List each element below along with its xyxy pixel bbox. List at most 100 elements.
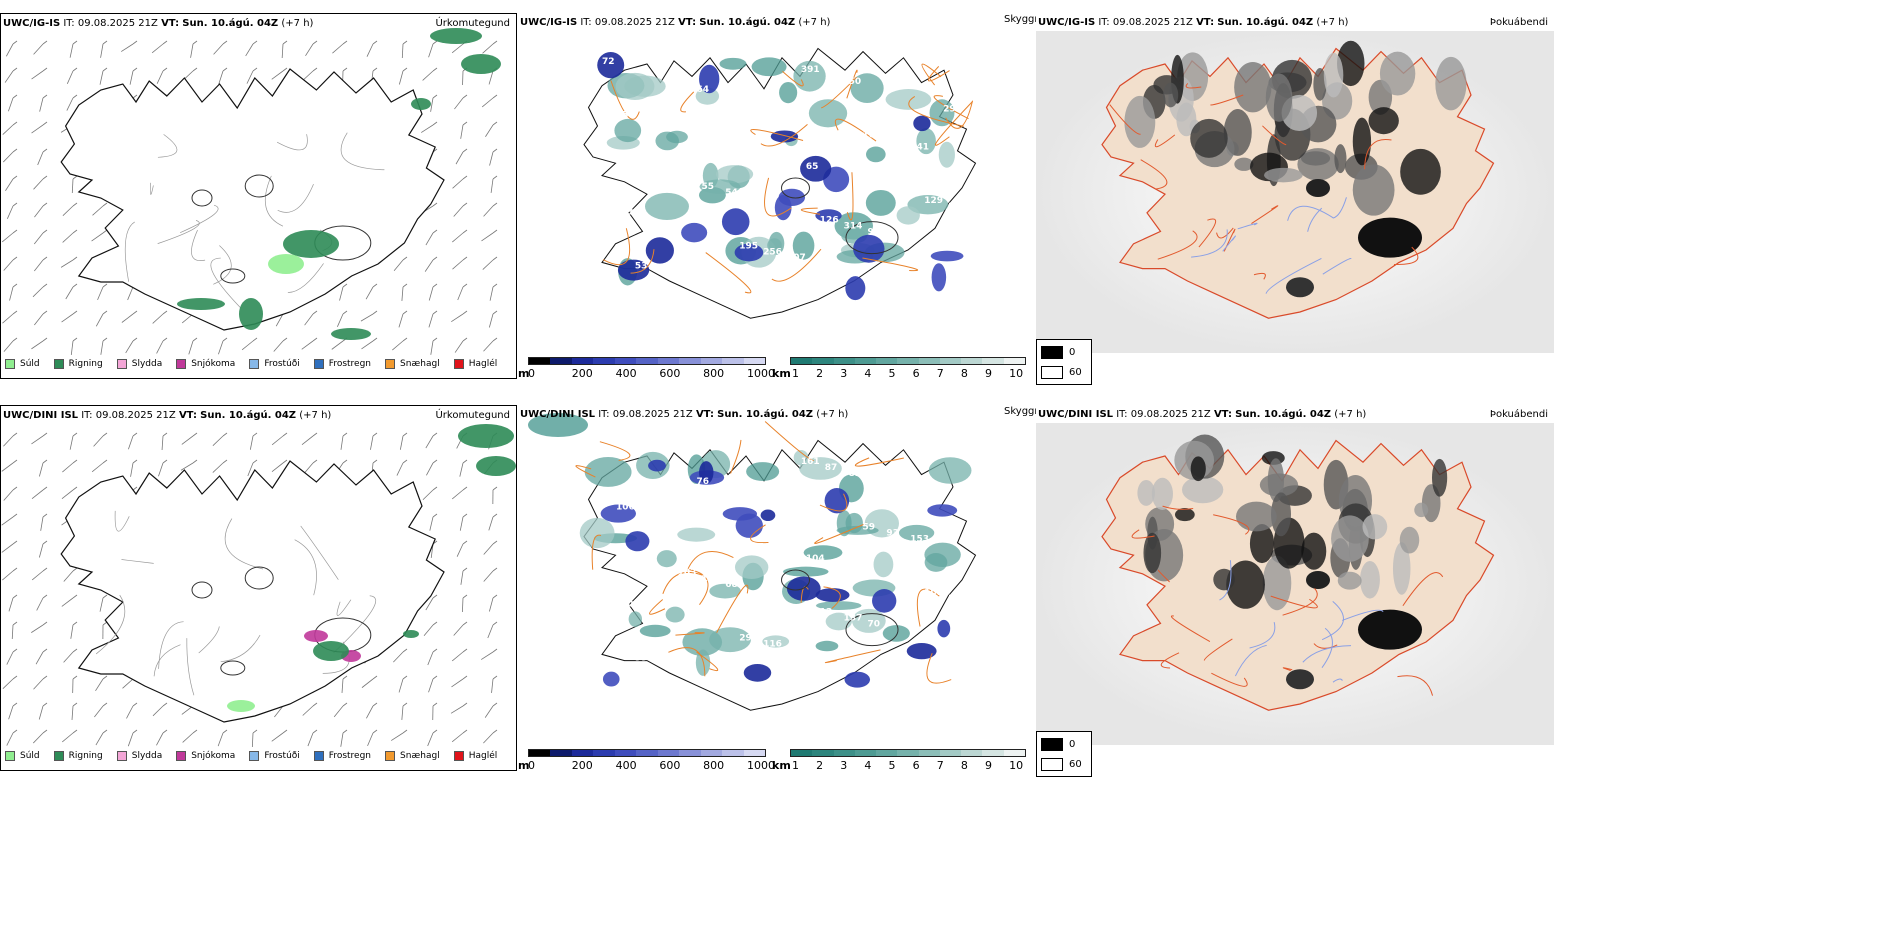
visibility-value-label: 391 <box>801 65 820 75</box>
legend-item-rigning: Rigning <box>53 751 103 761</box>
legend-item-frostregn: Frostregn <box>313 751 371 761</box>
visibility-value-label: 137 <box>844 614 863 624</box>
colorbar-strip <box>790 749 1026 757</box>
cloud-legend-label: 0 <box>1069 347 1076 358</box>
panel-header: UWC/IG-IS IT: 09.08.2025 21Z VT: Sun. 10… <box>1038 17 1548 28</box>
legend-item-frostregn: Frostregn <box>313 359 372 369</box>
fog-panel-top: UWC/IG-IS IT: 09.08.2025 21Z VT: Sun. 10… <box>1036 13 1554 385</box>
precip-legend: Súld Rigning Slydda Snjókoma Frostúði Frostre… <box>5 356 511 372</box>
colorbar-tick-label: 4 <box>864 367 872 380</box>
legend-swatch <box>385 751 396 761</box>
visibility-value-label: 107 <box>640 117 659 127</box>
colorbar-tick-label: 800 <box>703 367 725 380</box>
cloud-legend-label: 60 <box>1069 759 1082 770</box>
colorbar-tick-label: 5 <box>888 367 896 380</box>
colorbar-tick-label: 9 <box>984 759 992 772</box>
precip-type-map <box>1 28 501 355</box>
visibility-value-label: 76 <box>697 477 710 487</box>
legend-swatch <box>5 359 15 369</box>
legend-item-súld: Súld <box>5 751 40 761</box>
legend-swatch <box>385 359 396 369</box>
legend-label: Rigning <box>68 751 103 761</box>
visibility-value-label: 68 <box>725 580 738 590</box>
visibility-value-label: 108 <box>720 91 739 101</box>
visibility-value-label: 256 <box>763 247 782 257</box>
fog-panel-bottom: UWC/DINI ISL IT: 09.08.2025 21Z VT: Sun.… <box>1036 405 1554 777</box>
visibility-value-label: 93 <box>744 489 757 499</box>
cloud-cover-legend: 0 60 <box>1036 731 1092 777</box>
cloud-legend-label: 60 <box>1069 367 1082 378</box>
colorbar-tick-label: 1000 <box>746 367 775 380</box>
legend-swatch <box>53 359 64 369</box>
visibility-value-label: 70 <box>868 620 881 630</box>
visibility-value-label: 65 <box>806 162 819 172</box>
colorbar-tick-label: 2 <box>816 367 824 380</box>
visibility-value-label: 65 <box>886 136 899 146</box>
legend-item-snjókoma: Snjókoma <box>176 751 235 761</box>
legend-label: Frostúði <box>264 751 300 761</box>
visibility-value-label: 314 <box>844 222 863 232</box>
visibility-value-label: 97 <box>868 228 881 238</box>
colorbar-unit: m <box>518 759 530 772</box>
visibility-value-label: 99 <box>635 653 648 663</box>
visibility-value-label: 73 <box>621 208 634 218</box>
visibility-value-label: 82 <box>683 273 696 283</box>
visibility-value-label: 59 <box>881 281 894 291</box>
legend-label: Haglél <box>468 359 498 369</box>
colorbar-tick-label: 6 <box>912 759 920 772</box>
visibility-value-label: 82 <box>849 469 862 479</box>
legend-swatch <box>116 359 127 369</box>
visibility-value-label: 161 <box>801 457 820 467</box>
colorbar-tick-label: 400 <box>615 367 637 380</box>
legend-label: Snjókoma <box>191 359 236 369</box>
visibility-panel-top: UWC/IG-IS IT: 09.08.2025 21Z VT: Sun. 10… <box>518 13 1036 380</box>
colorbar-tick-label: 600 <box>659 759 681 772</box>
cloud-legend-swatch <box>1041 346 1063 359</box>
colorbar-tick-label: 3 <box>840 759 848 772</box>
visibility-value-label: 113 <box>640 509 659 519</box>
legend-swatch <box>176 359 187 369</box>
legend-item-snæhagl: Snæhagl <box>385 359 440 369</box>
colorbar-tick-label: 4 <box>864 759 872 772</box>
colorbar-unit: m <box>518 367 530 380</box>
legend-item-snæhagl: Snæhagl <box>385 751 440 761</box>
legend-label: Snæhagl <box>400 751 440 761</box>
visibility-value-label: 106 <box>863 130 882 140</box>
colorbar-tick-label: 3 <box>840 367 848 380</box>
legend-swatch <box>249 751 260 761</box>
colorbar-strip <box>528 357 766 365</box>
visibility-value-label: 107 <box>787 253 806 263</box>
visibility-value-label: 116 <box>763 639 782 649</box>
visibility-value-label: 123 <box>782 156 801 166</box>
colorbar-unit: km <box>772 759 791 772</box>
legend-label: Frostregn <box>328 359 372 369</box>
legend-label: Slydda <box>131 751 163 761</box>
panel-title: Þokuábendi <box>1489 409 1548 420</box>
legend-item-slydda: Slydda <box>116 359 162 369</box>
legend-swatch <box>453 359 464 369</box>
visibility-colorbar: km 1 2 3 4 5 6 7 8 9 10 <box>772 749 1036 772</box>
visibility-value-label: 1310 <box>701 574 726 584</box>
visibility-value-label: 527 <box>602 449 621 459</box>
precip-type-map <box>1 424 516 748</box>
legend-item-snjókoma: Snjókoma <box>176 359 235 369</box>
visibility-panel-bottom: UWC/DINI ISL IT: 09.08.2025 21Z VT: Sun.… <box>518 405 1036 772</box>
legend-label: Súld <box>20 751 40 761</box>
colorbar-tick-label: 7 <box>936 367 944 380</box>
legend-swatch <box>53 751 64 761</box>
visibility-value-label: 290 <box>739 633 758 643</box>
legend-item-frostúði: Frostúði <box>249 751 300 761</box>
visibility-value-label: 126 <box>820 216 839 226</box>
visibility-value-label: 81 <box>929 685 942 695</box>
colorbar-tick-label: 7 <box>936 759 944 772</box>
cloud-base-colorbar: m 0 200 400 600 800 1000 <box>518 357 778 380</box>
visibility-value-label: 106 <box>616 503 635 513</box>
visibility-value-label: 104 <box>806 554 825 564</box>
colorbar-tick-label: 5 <box>888 759 896 772</box>
visibility-value-label: 42 <box>659 267 672 277</box>
visibility-value-label: 75 <box>616 111 629 121</box>
legend-label: Súld <box>20 359 40 369</box>
visibility-value-label: 61 <box>654 170 667 180</box>
colorbar-strip <box>790 357 1026 365</box>
legend-item-haglél: Haglél <box>453 751 497 761</box>
